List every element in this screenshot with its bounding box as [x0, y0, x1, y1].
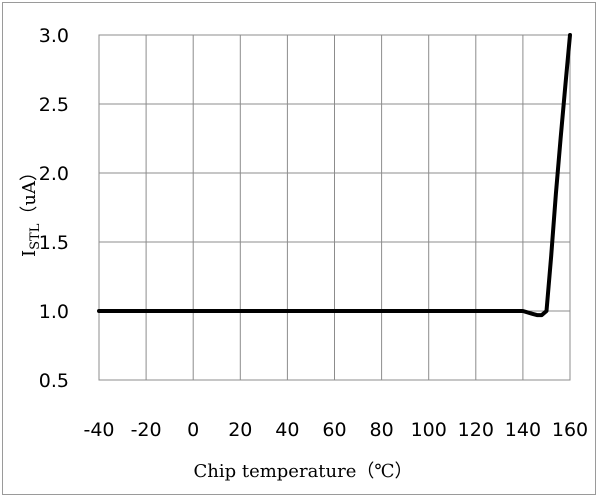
- x-tick-label: -40: [83, 419, 114, 441]
- y-tick-label: 2.0: [39, 163, 69, 185]
- plot-area-border: [98, 34, 571, 381]
- x-tick-label: 0: [187, 419, 199, 441]
- x-tick-label: 120: [458, 419, 494, 441]
- chart-frame: -40 -20 0 20 40 60 80 100 120 140 160 3.0 2.5 2.0 1.5…: [2, 2, 596, 495]
- y-axis-unit: （uA）: [19, 163, 40, 224]
- x-tick-label: 40: [275, 419, 299, 441]
- y-tick-label: 3.0: [39, 25, 69, 47]
- x-tick-label: 100: [411, 419, 447, 441]
- grid: [98, 34, 571, 381]
- y-tick-label: 0.5: [39, 370, 69, 392]
- y-tick-label: 1.0: [39, 301, 69, 323]
- y-tick-labels: 3.0 2.5 2.0 1.5 1.0 0.5: [39, 25, 69, 392]
- series-line-1: [97, 33, 572, 318]
- x-tick-label: 140: [505, 419, 541, 441]
- y-axis-symbol: I: [19, 250, 40, 257]
- x-tick-label: -20: [131, 419, 162, 441]
- x-tick-labels: -40 -20 0 20 40 60 80 100 120 140 160: [83, 419, 588, 441]
- x-tick-label: 80: [370, 419, 394, 441]
- x-tick-label: 20: [228, 419, 252, 441]
- x-axis-title: Chip temperature（℃）: [193, 461, 412, 482]
- plot-border: [98, 34, 571, 381]
- x-tick-label: 160: [552, 419, 588, 441]
- y-tick-label: 1.5: [39, 232, 69, 254]
- y-axis-title: ISTL（uA）: [19, 163, 43, 257]
- y-axis-subscript: STL: [28, 223, 43, 250]
- y-tick-label: 2.5: [39, 94, 69, 116]
- series-layer: [97, 33, 572, 318]
- temperature-current-chart: -40 -20 0 20 40 60 80 100 120 140 160 3.0 2.5 2.0 1.5…: [19, 25, 588, 482]
- x-tick-label: 60: [322, 419, 346, 441]
